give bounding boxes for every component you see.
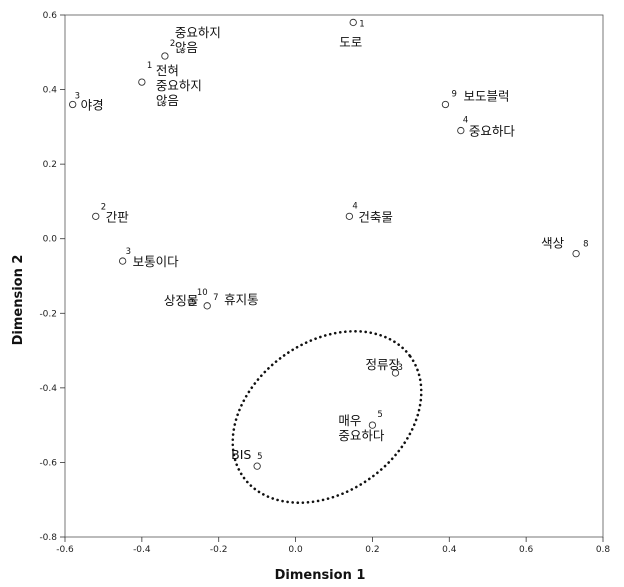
y-tick-label: 0.4 (43, 86, 58, 96)
point-label: 매우 (338, 413, 361, 428)
point-number-label: 4 (352, 201, 357, 211)
y-tick-label: 0.2 (43, 160, 57, 170)
data-point (457, 126, 465, 135)
point-label: 보통이다 (133, 254, 180, 269)
cluster-ellipse-layer (231, 329, 423, 505)
data-point-group: 1 도로 (339, 18, 365, 49)
point-number-label: 7 (213, 293, 218, 303)
y-tick-label: -0.6 (39, 458, 57, 468)
x-tick-label: -0.4 (133, 545, 151, 555)
data-point-group: 3야경 (69, 91, 104, 112)
point-number-label: 10 (197, 288, 208, 298)
y-tick-label: 0.6 (43, 11, 58, 21)
point-label: 않음 (175, 40, 198, 55)
data-point-group: 2간판 (92, 202, 130, 224)
data-point (368, 421, 377, 429)
data-point (349, 18, 357, 27)
data-point-group: 9 보도블럭 (441, 88, 509, 109)
data-point (441, 100, 450, 109)
data-point (188, 298, 196, 306)
plot-frame (64, 14, 604, 538)
point-label: BIS (231, 447, 251, 462)
x-tick-label: -0.6 (56, 545, 74, 555)
point-number-label: 1 (147, 61, 152, 71)
point-number-label: 8 (583, 240, 588, 250)
point-label: 간판 (106, 209, 130, 224)
point-label: 휴지통 (224, 292, 259, 307)
point-label: 전혀 (156, 63, 179, 78)
chart-axes: -0.6 -0.4 -0.2 0.0 0.2 0.4 0.6 0.8 -0.8 -0.6 -0.4 -… (39, 11, 610, 555)
data-point (161, 52, 169, 60)
point-number-label: 5 (377, 410, 382, 420)
y-axis-title: Dimension 2 (11, 255, 26, 346)
data-point (391, 369, 400, 377)
point-number-label: 5 (257, 452, 262, 462)
point-label: 중요하다 (469, 124, 516, 139)
x-tick-label: 0.4 (442, 545, 457, 555)
data-point (118, 257, 127, 265)
point-number-label: 3 (126, 247, 131, 257)
data-point (92, 212, 100, 220)
point-label: 중요하지 (175, 25, 221, 40)
point-label: 정류장 (365, 357, 400, 372)
point-label: 야경 (81, 97, 104, 112)
point-number-label: 2 (101, 202, 106, 212)
data-point-group: 8 색상 (541, 236, 589, 258)
x-axis-title: Dimension 1 (275, 568, 366, 583)
point-number-label: 4 (463, 116, 468, 126)
point-number-label: 3 (75, 91, 80, 101)
point-label: 색상 (541, 236, 565, 251)
y-tick-label: -0.4 (39, 384, 57, 394)
point-label: 중요하다 (338, 428, 385, 443)
y-tick-label: -0.2 (39, 309, 57, 319)
x-tick-label: -0.2 (210, 545, 228, 555)
data-point (253, 462, 261, 470)
data-point (69, 100, 77, 109)
y-tick-label: -0.8 (39, 533, 57, 543)
point-label: 중요하지 (156, 78, 202, 93)
point-label: 도로 (339, 34, 362, 49)
data-point (138, 78, 146, 86)
x-tick-label: 0.2 (365, 545, 379, 555)
data-point (203, 302, 211, 310)
data-point-group: 5 BIS (231, 447, 263, 470)
y-tick-label: 0.0 (43, 235, 58, 245)
x-tick-label: 0.0 (288, 545, 303, 555)
point-number-label: 3 (397, 363, 402, 373)
point-number-label: 1 (359, 19, 364, 29)
point-label: 상징물 (164, 293, 199, 308)
point-label: 건축물 (358, 209, 393, 224)
cluster-ellipse (231, 329, 423, 505)
point-label: 보도블럭 (463, 88, 509, 103)
point-label: 않음 (156, 93, 179, 108)
point-number-label: 9 (451, 89, 456, 99)
data-point (345, 212, 354, 220)
data-point-group: 7 휴지통 (203, 292, 259, 310)
x-tick-label: 0.8 (596, 545, 611, 555)
data-point (572, 249, 580, 258)
point-number-label: 2 (170, 39, 175, 49)
x-tick-label: 0.6 (519, 545, 534, 555)
